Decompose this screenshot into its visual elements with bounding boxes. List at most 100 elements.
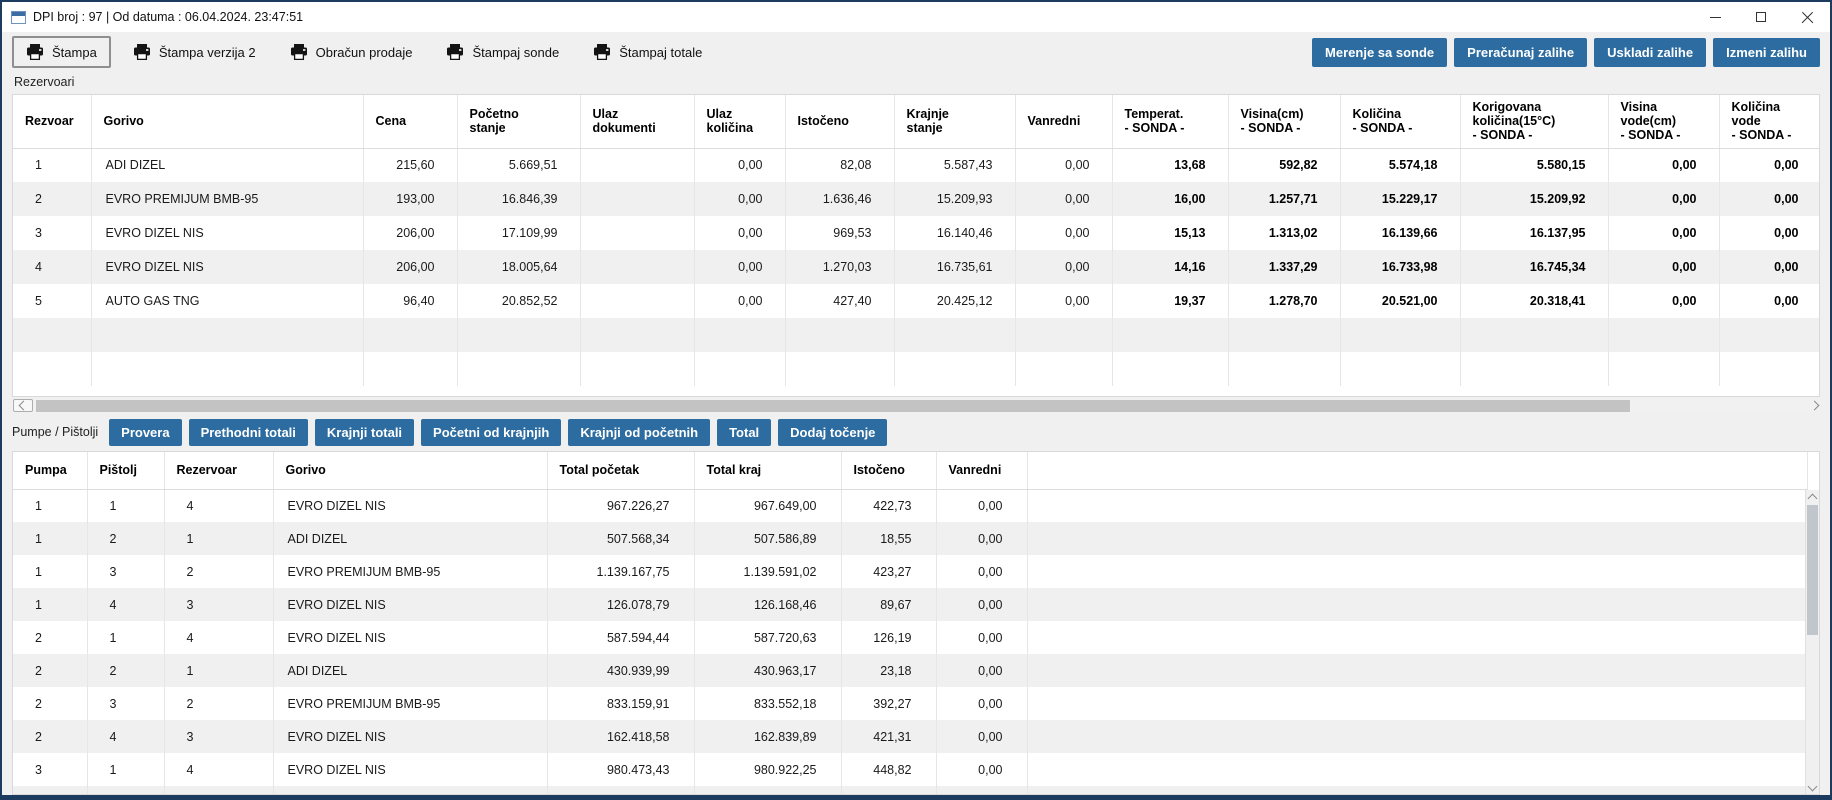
col-header-pistolj[interactable]: Pištolj (87, 452, 165, 490)
close-button[interactable] (1784, 2, 1830, 32)
cell-vanredni[interactable]: 0,00 (1015, 182, 1113, 216)
cell-total-kraj[interactable]: 587.720,63 (694, 621, 842, 654)
col-header-ulaz-dokumenti[interactable]: Ulaz dokumenti (580, 95, 695, 149)
cell-pocetno-stanje[interactable]: 5.669,51 (457, 148, 581, 182)
cell-istoceno[interactable]: 969,53 (785, 216, 895, 250)
cell-temperat-sonda[interactable]: 15,13 (1112, 216, 1229, 250)
cell-total-kraj[interactable]: 1.139.591,02 (694, 555, 842, 588)
col-header-pumpa[interactable]: Pumpa (13, 452, 88, 490)
pump-row[interactable]: 1 3 2 EVRO PREMIJUM BMB-95 1.139.167,75 … (13, 555, 1808, 588)
cell-gorivo[interactable]: EVRO DIZEL NIS (273, 720, 548, 753)
cell-ulaz-dokumenti[interactable] (580, 148, 695, 182)
cell-cena[interactable]: 193,00 (363, 182, 458, 216)
cell-pistolj[interactable]: 4 (87, 720, 165, 753)
tank-row[interactable]: 4 EVRO DIZEL NIS 206,00 18.005,64 0,00 1… (13, 250, 1819, 284)
krajnji-od-pocetnih-button[interactable]: Krajnji od početnih (568, 418, 711, 446)
cell-gorivo[interactable]: EVRO PREMIJUM BMB-95 (273, 555, 548, 588)
cell-krajnje-stanje[interactable]: 16.735,61 (894, 250, 1016, 284)
tank-row[interactable]: 1 ADI DIZEL 215,60 5.669,51 0,00 82,08 5… (13, 148, 1819, 182)
cell-ulaz-kolicina[interactable]: 0,00 (694, 148, 786, 182)
cell-istoceno[interactable]: 23,18 (841, 654, 937, 687)
cell-cena[interactable]: 215,60 (363, 148, 458, 182)
cell-pistolj[interactable]: 2 (87, 522, 165, 555)
cell-korigovana-sonda[interactable]: 20.318,41 (1460, 284, 1609, 318)
cell-ulaz-kolicina[interactable]: 0,00 (694, 216, 786, 250)
cell-gorivo[interactable]: ADI DIZEL (273, 654, 548, 687)
col-header-visina-sonda[interactable]: Visina(cm) - SONDA - (1228, 95, 1341, 149)
col-header-vanredni[interactable]: Vanredni (1015, 95, 1113, 149)
izmeni-zalihu-button[interactable]: Izmeni zalihu (1713, 37, 1820, 67)
cell-visina-vode-sonda[interactable]: 0,00 (1608, 284, 1720, 318)
cell-rezervoar[interactable]: 1 (164, 786, 274, 794)
cell-pistolj[interactable]: 2 (87, 786, 165, 794)
cell-vanredni[interactable]: 0,00 (936, 753, 1028, 786)
provera-button[interactable]: Provera (109, 418, 182, 446)
tank-row[interactable]: 3 EVRO DIZEL NIS 206,00 17.109,99 0,00 9… (13, 216, 1819, 250)
cell-rezervoar[interactable]: 4 (164, 621, 274, 654)
cell-istoceno[interactable]: 126,19 (841, 621, 937, 654)
cell-total-pocetak[interactable]: 587.594,44 (547, 621, 695, 654)
cell-total-pocetak[interactable]: 162.418,58 (547, 720, 695, 753)
cell-total-kraj[interactable]: 162.839,89 (694, 720, 842, 753)
cell-gorivo[interactable]: EVRO DIZEL NIS (273, 621, 548, 654)
minimize-button[interactable] (1692, 2, 1738, 32)
cell-pocetno-stanje[interactable]: 18.005,64 (457, 250, 581, 284)
cell-pistolj[interactable]: 3 (87, 555, 165, 588)
pump-row[interactable]: 2 4 3 EVRO DIZEL NIS 162.418,58 162.839,… (13, 720, 1808, 753)
cell-visina-sonda[interactable]: 1.278,70 (1228, 284, 1341, 318)
cell-ulaz-kolicina[interactable]: 0,00 (694, 250, 786, 284)
cell-total-kraj[interactable]: 980.922,25 (694, 753, 842, 786)
scroll-right-button[interactable] (1809, 399, 1820, 412)
cell-rezervoar[interactable]: 3 (164, 720, 274, 753)
cell-total-kraj[interactable]: 833.552,18 (694, 687, 842, 720)
cell-rezervoar[interactable]: 4 (164, 489, 274, 522)
cell-pumpa[interactable]: 1 (13, 555, 88, 588)
cell-rezvoar[interactable]: 4 (13, 250, 92, 284)
pump-row[interactable]: 3 1 4 EVRO DIZEL NIS 980.473,43 980.922,… (13, 753, 1808, 786)
horizontal-scrollbar-thumb[interactable] (36, 400, 1630, 412)
merenje-sa-sonde-button[interactable]: Merenje sa sonde (1312, 37, 1448, 67)
cell-total-kraj[interactable]: 126.168,46 (694, 588, 842, 621)
cell-pistolj[interactable]: 2 (87, 654, 165, 687)
cell-istoceno[interactable]: 1.270,03 (785, 250, 895, 284)
cell-rezervoar[interactable]: 1 (164, 654, 274, 687)
cell-ulaz-dokumenti[interactable] (580, 250, 695, 284)
obracun-prodaje-button[interactable]: Obračun prodaje (282, 38, 421, 66)
cell-gorivo[interactable]: ADI DIZEL (91, 148, 364, 182)
cell-total-pocetak[interactable]: 126.078,79 (547, 588, 695, 621)
cell-kolicina-sonda[interactable]: 20.521,00 (1340, 284, 1461, 318)
cell-istoceno[interactable]: 1.636,46 (785, 182, 895, 216)
uskladi-zalihe-button[interactable]: Uskladi zalihe (1594, 37, 1707, 67)
col-header-korigovana-sonda[interactable]: Korigovana količina(15°C) - SONDA - (1460, 95, 1609, 149)
cell-istoceno[interactable]: 0,00 (841, 786, 937, 794)
col-header-visina-vode-sonda[interactable]: Visina vode(cm) - SONDA - (1608, 95, 1720, 149)
cell-pocetno-stanje[interactable]: 17.109,99 (457, 216, 581, 250)
cell-vanredni[interactable]: 0,00 (936, 588, 1028, 621)
pocetni-od-krajnjih-button[interactable]: Početni od krajnjih (421, 418, 562, 446)
cell-pocetno-stanje[interactable]: 16.846,39 (457, 182, 581, 216)
dodaj-tocenje-button[interactable]: Dodaj točenje (778, 418, 888, 446)
cell-temperat-sonda[interactable]: 19,37 (1112, 284, 1229, 318)
col-header-istoceno[interactable]: Istočeno (841, 452, 937, 490)
cell-vanredni[interactable]: 0,00 (1015, 216, 1113, 250)
cell-total-kraj[interactable]: 507.586,89 (694, 522, 842, 555)
cell-gorivo[interactable]: EVRO DIZEL NIS (91, 216, 364, 250)
cell-istoceno[interactable]: 448,82 (841, 753, 937, 786)
cell-ulaz-dokumenti[interactable] (580, 182, 695, 216)
col-header-gorivo[interactable]: Gorivo (91, 95, 364, 149)
cell-istoceno[interactable]: 422,73 (841, 489, 937, 522)
cell-rezervoar[interactable]: 4 (164, 753, 274, 786)
cell-ulaz-dokumenti[interactable] (580, 216, 695, 250)
cell-ulaz-dokumenti[interactable] (580, 284, 695, 318)
col-header-ulaz-kolicina[interactable]: Ulaz količina (694, 95, 786, 149)
pump-row[interactable]: 1 2 1 ADI DIZEL 507.568,34 507.586,89 18… (13, 522, 1808, 555)
vertical-scrollbar[interactable] (1805, 490, 1819, 794)
stampaj-totale-button[interactable]: Štampaj totale (585, 38, 710, 66)
cell-gorivo[interactable]: EVRO PREMIJUM BMB-95 (91, 182, 364, 216)
cell-gorivo[interactable]: ADI DIZEL (273, 522, 548, 555)
cell-gorivo[interactable]: ADI DIZEL (273, 786, 548, 794)
cell-istoceno[interactable]: 421,31 (841, 720, 937, 753)
col-header-kolicina-sonda[interactable]: Količina - SONDA - (1340, 95, 1461, 149)
cell-visina-vode-sonda[interactable]: 0,00 (1608, 182, 1720, 216)
cell-rezvoar[interactable]: 3 (13, 216, 92, 250)
